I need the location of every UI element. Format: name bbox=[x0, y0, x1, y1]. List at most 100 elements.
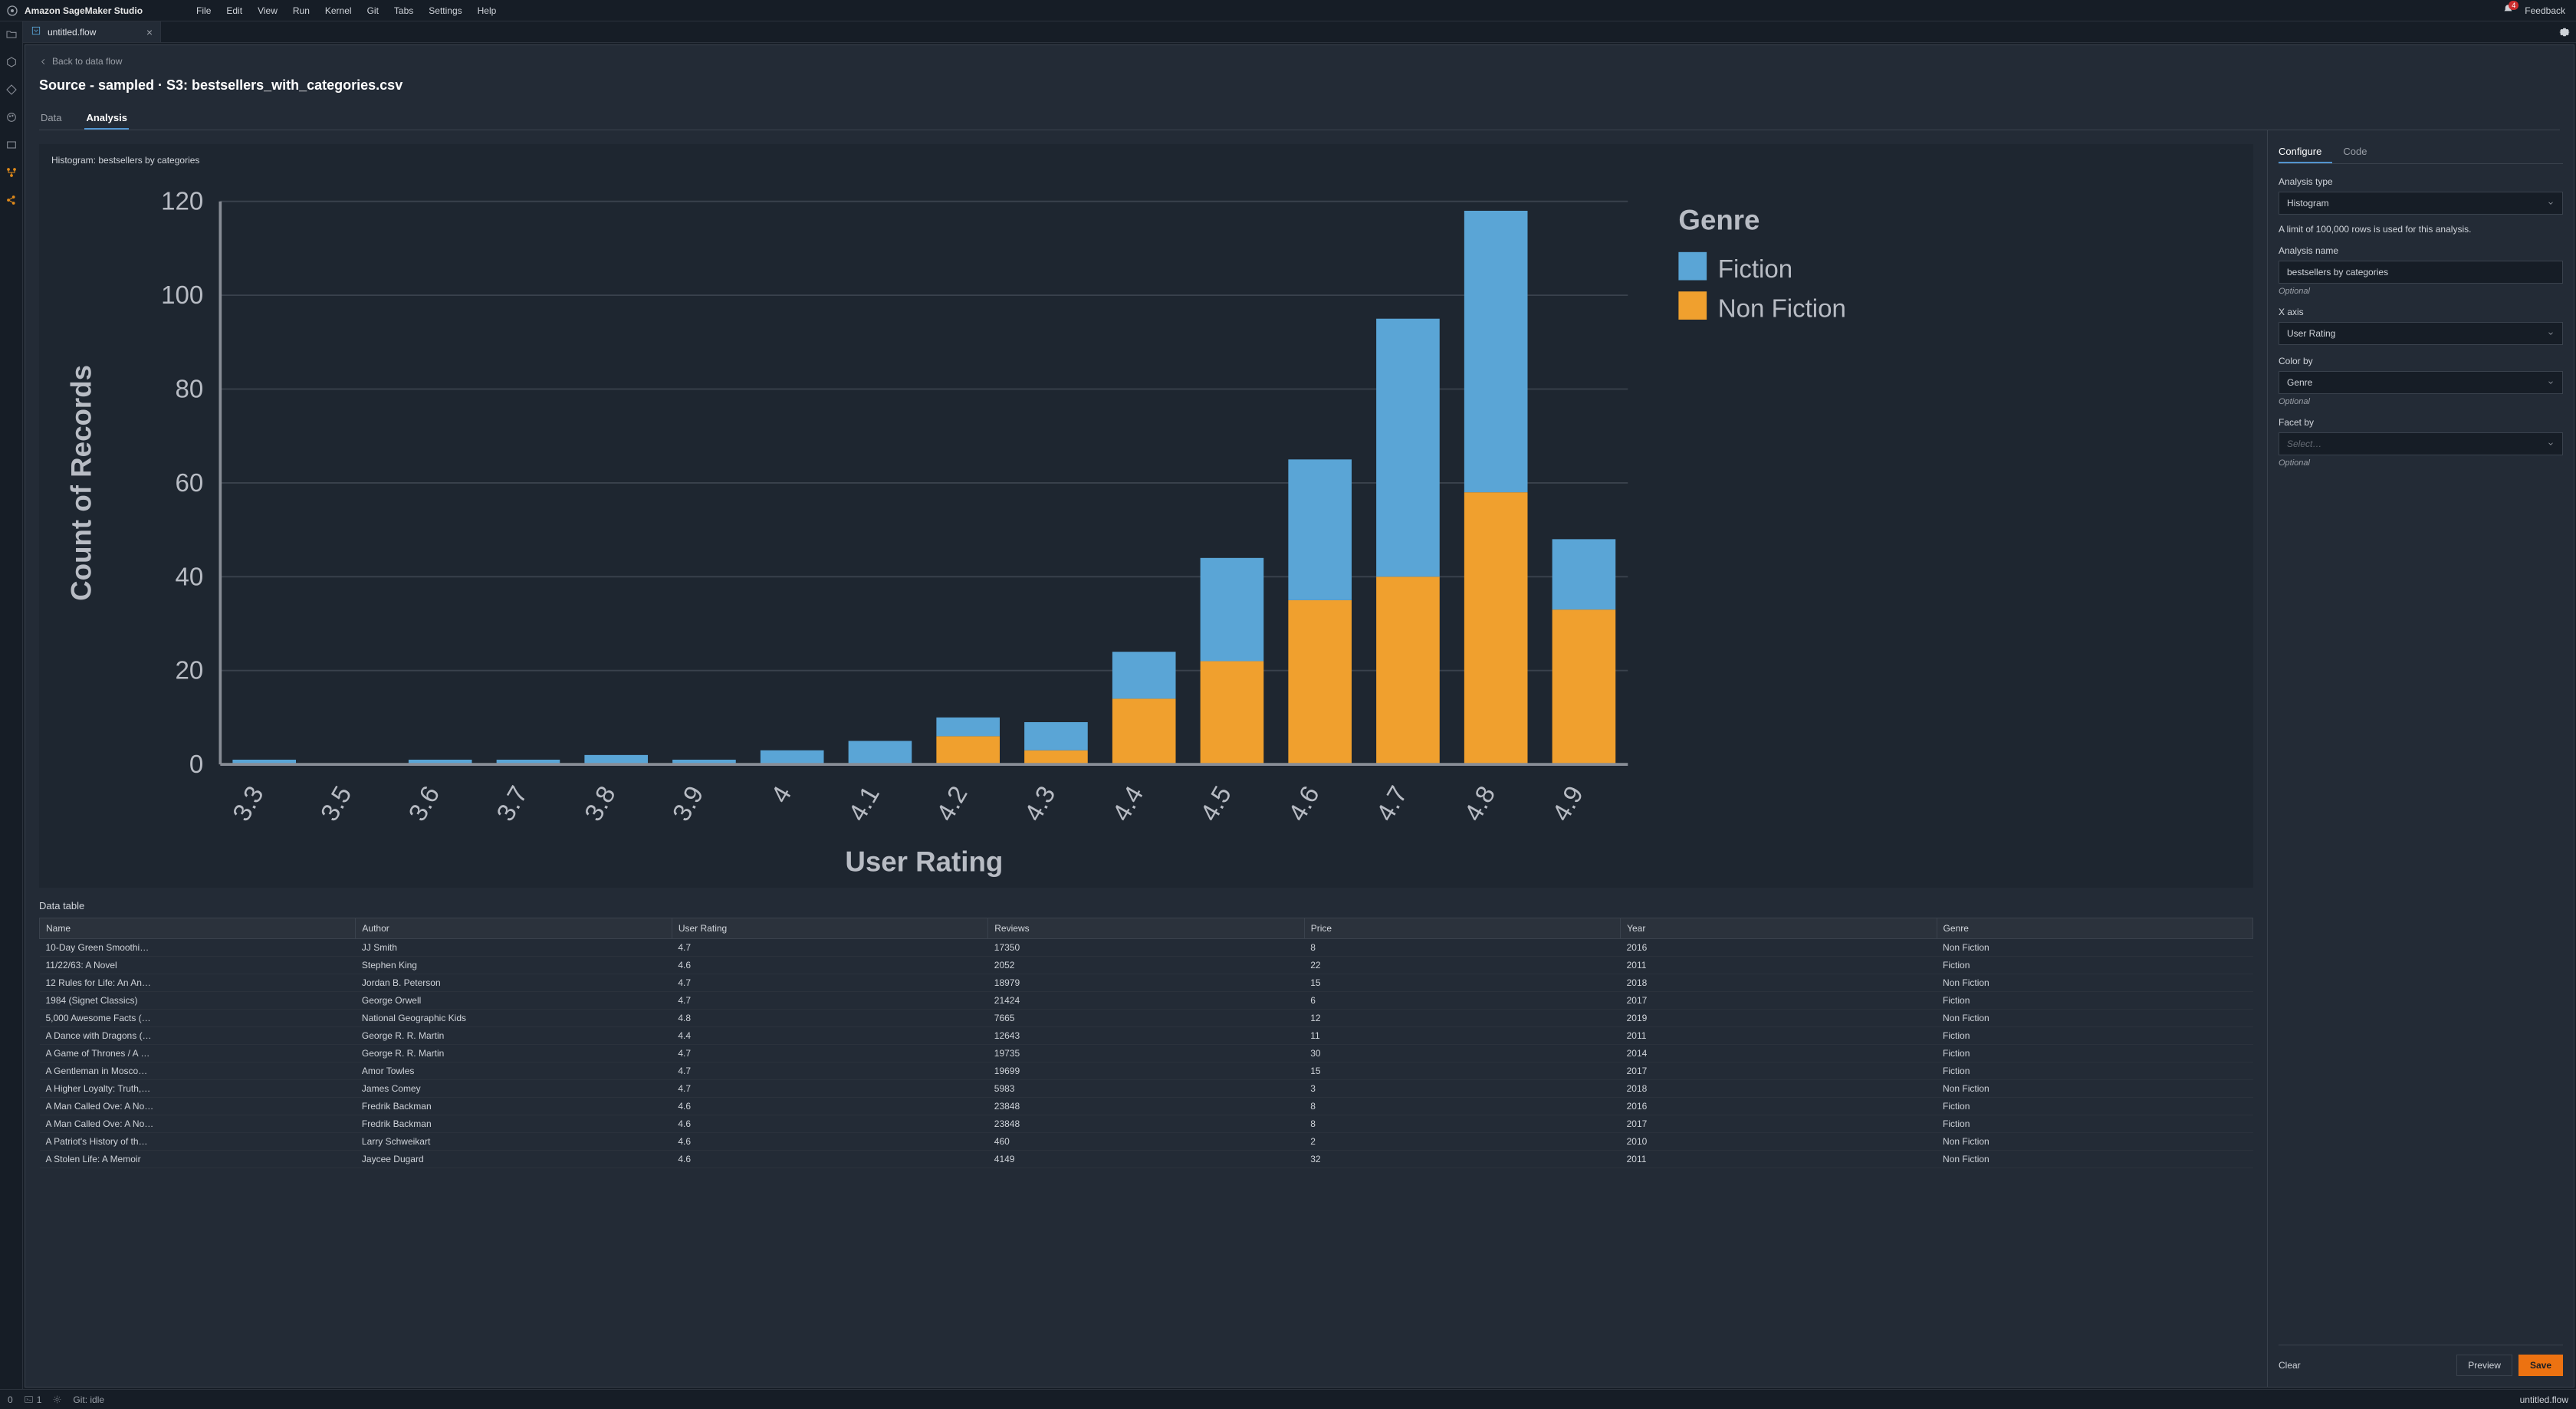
menu-file[interactable]: File bbox=[189, 5, 219, 16]
table-cell: Fiction bbox=[1937, 1062, 2252, 1079]
menu-view[interactable]: View bbox=[250, 5, 285, 16]
tab-analysis[interactable]: Analysis bbox=[84, 107, 128, 130]
table-cell: 2019 bbox=[1621, 1009, 1937, 1026]
folder-icon[interactable] bbox=[5, 28, 18, 41]
svg-text:3.9: 3.9 bbox=[667, 781, 709, 826]
table-cell: A Patriot's History of th… bbox=[40, 1132, 356, 1150]
table-cell: 21424 bbox=[988, 991, 1304, 1009]
config-panel: Configure Code Analysis type Histogram A… bbox=[2267, 130, 2574, 1387]
col-header[interactable]: User Rating bbox=[672, 918, 987, 938]
close-icon[interactable]: × bbox=[146, 26, 153, 38]
table-cell: 4.6 bbox=[672, 1150, 987, 1168]
tab-configure[interactable]: Configure bbox=[2279, 141, 2332, 163]
svg-text:4.5: 4.5 bbox=[1195, 781, 1237, 826]
table-cell: George Orwell bbox=[356, 991, 672, 1009]
table-cell: Non Fiction bbox=[1937, 1079, 2252, 1097]
preview-button[interactable]: Preview bbox=[2456, 1355, 2512, 1376]
status-git[interactable]: Git: idle bbox=[73, 1394, 104, 1405]
colorby-select[interactable]: Genre bbox=[2279, 371, 2563, 394]
table-cell: Fiction bbox=[1937, 991, 2252, 1009]
col-header[interactable]: Genre bbox=[1937, 918, 2252, 938]
analysis-type-select[interactable]: Histogram bbox=[2279, 192, 2563, 215]
tab-data[interactable]: Data bbox=[39, 107, 63, 130]
col-header[interactable]: Name bbox=[40, 918, 356, 938]
table-cell: 6 bbox=[1304, 991, 1620, 1009]
svg-text:20: 20 bbox=[176, 657, 204, 685]
table-cell: 32 bbox=[1304, 1150, 1620, 1168]
save-button[interactable]: Save bbox=[2518, 1355, 2563, 1376]
back-link[interactable]: Back to data flow bbox=[39, 56, 2560, 67]
table-cell: 4.6 bbox=[672, 956, 987, 974]
palette-icon[interactable] bbox=[5, 110, 18, 124]
flow-icon[interactable] bbox=[5, 166, 18, 179]
table-cell: 4.8 bbox=[672, 1009, 987, 1026]
histogram-chart: 0204060801001203.33.53.63.73.83.944.14.2… bbox=[51, 173, 2022, 877]
menu-kernel[interactable]: Kernel bbox=[317, 5, 360, 16]
svg-text:Count of Records: Count of Records bbox=[65, 365, 97, 601]
col-header[interactable]: Price bbox=[1304, 918, 1620, 938]
row-limit-note: A limit of 100,000 rows is used for this… bbox=[2279, 224, 2563, 235]
menu-help[interactable]: Help bbox=[470, 5, 504, 16]
menu-edit[interactable]: Edit bbox=[219, 5, 250, 16]
clear-button[interactable]: Clear bbox=[2279, 1360, 2301, 1371]
optional-hint-2: Optional bbox=[2279, 397, 2563, 406]
table-cell: 4.4 bbox=[672, 1026, 987, 1044]
data-table-wrap[interactable]: NameAuthorUser RatingReviewsPriceYearGen… bbox=[39, 918, 2253, 1373]
notifications-icon[interactable]: 4 bbox=[2502, 4, 2514, 18]
table-row[interactable]: A Dance with Dragons (…George R. R. Mart… bbox=[40, 1026, 2253, 1044]
table-row[interactable]: A Gentleman in Mosco…Amor Towles4.719699… bbox=[40, 1062, 2253, 1079]
table-row[interactable]: A Patriot's History of th…Larry Schweika… bbox=[40, 1132, 2253, 1150]
table-cell: National Geographic Kids bbox=[356, 1009, 672, 1026]
table-cell: 4149 bbox=[988, 1150, 1304, 1168]
analysis-name-input[interactable]: bestsellers by categories bbox=[2279, 261, 2563, 284]
status-terminals[interactable]: 1 bbox=[24, 1394, 42, 1405]
table-row[interactable]: 11/22/63: A NovelStephen King4.620522220… bbox=[40, 956, 2253, 974]
facetby-select[interactable]: Select… bbox=[2279, 432, 2563, 455]
share-icon[interactable] bbox=[5, 193, 18, 207]
table-cell: A Gentleman in Mosco… bbox=[40, 1062, 356, 1079]
back-link-text: Back to data flow bbox=[52, 56, 122, 67]
svg-text:Genre: Genre bbox=[1678, 204, 1760, 235]
gear-icon[interactable] bbox=[2553, 21, 2576, 42]
svg-text:4: 4 bbox=[766, 781, 797, 807]
svg-text:40: 40 bbox=[176, 563, 204, 591]
table-row[interactable]: 10-Day Green Smoothi…JJ Smith4.717350820… bbox=[40, 938, 2253, 956]
menu-tabs[interactable]: Tabs bbox=[386, 5, 421, 16]
panel-icon[interactable] bbox=[5, 138, 18, 152]
feedback-link[interactable]: Feedback bbox=[2525, 5, 2565, 16]
col-header[interactable]: Year bbox=[1621, 918, 1937, 938]
table-row[interactable]: A Higher Loyalty: Truth,…James Comey4.75… bbox=[40, 1079, 2253, 1097]
table-cell: 2014 bbox=[1621, 1044, 1937, 1062]
table-cell: Jaycee Dugard bbox=[356, 1150, 672, 1168]
table-row[interactable]: A Man Called Ove: A No…Fredrik Backman4.… bbox=[40, 1115, 2253, 1132]
xaxis-select[interactable]: User Rating bbox=[2279, 322, 2563, 345]
status-errors[interactable]: 0 bbox=[8, 1394, 13, 1405]
table-row[interactable]: A Man Called Ove: A No…Fredrik Backman4.… bbox=[40, 1097, 2253, 1115]
hexagon-icon[interactable] bbox=[5, 55, 18, 69]
table-row[interactable]: 12 Rules for Life: An An…Jordan B. Peter… bbox=[40, 974, 2253, 991]
tab-code[interactable]: Code bbox=[2332, 141, 2377, 163]
diamond-icon[interactable] bbox=[5, 83, 18, 97]
document-tab[interactable]: untitled.flow × bbox=[23, 21, 161, 42]
menu-git[interactable]: Git bbox=[360, 5, 386, 16]
table-cell: Non Fiction bbox=[1937, 938, 2252, 956]
table-cell: 8 bbox=[1304, 1115, 1620, 1132]
table-row[interactable]: 5,000 Awesome Facts (…National Geographi… bbox=[40, 1009, 2253, 1026]
menu-settings[interactable]: Settings bbox=[421, 5, 469, 16]
svg-text:4.6: 4.6 bbox=[1283, 781, 1326, 826]
col-header[interactable]: Author bbox=[356, 918, 672, 938]
status-settings-icon[interactable] bbox=[52, 1394, 62, 1404]
table-cell: Stephen King bbox=[356, 956, 672, 974]
table-cell: A Higher Loyalty: Truth,… bbox=[40, 1079, 356, 1097]
table-row[interactable]: A Stolen Life: A MemoirJaycee Dugard4.64… bbox=[40, 1150, 2253, 1168]
sagemaker-logo bbox=[6, 5, 18, 17]
svg-text:4.3: 4.3 bbox=[1019, 781, 1061, 826]
col-header[interactable]: Reviews bbox=[988, 918, 1304, 938]
table-row[interactable]: A Game of Thrones / A …George R. R. Mart… bbox=[40, 1044, 2253, 1062]
table-row[interactable]: 1984 (Signet Classics)George Orwell4.721… bbox=[40, 991, 2253, 1009]
menu-run[interactable]: Run bbox=[285, 5, 317, 16]
table-cell: A Game of Thrones / A … bbox=[40, 1044, 356, 1062]
table-cell: 2017 bbox=[1621, 991, 1937, 1009]
optional-hint-3: Optional bbox=[2279, 458, 2563, 468]
data-table: NameAuthorUser RatingReviewsPriceYearGen… bbox=[39, 918, 2253, 1168]
